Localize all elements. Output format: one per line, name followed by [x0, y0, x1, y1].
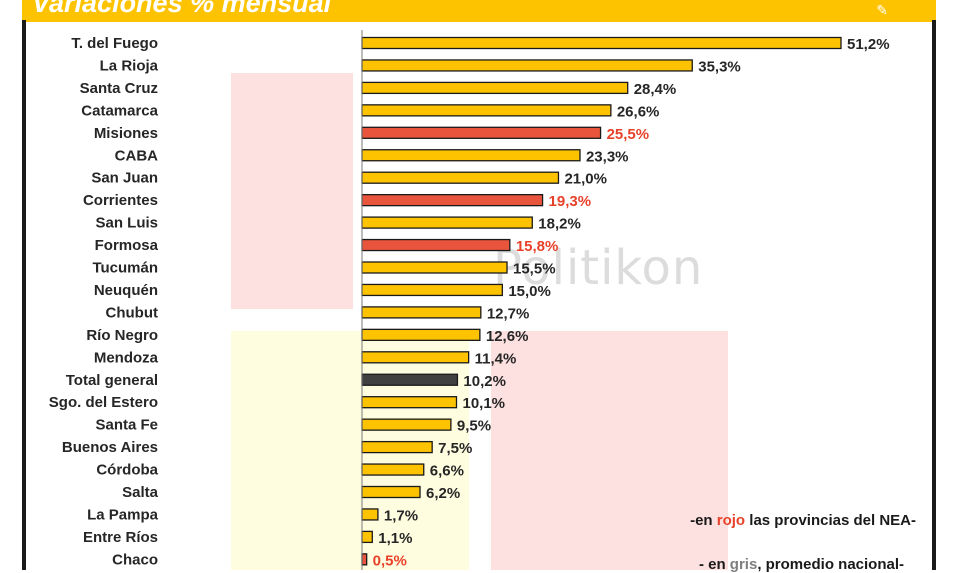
- frame-border-left: [22, 20, 26, 570]
- bar: [361, 553, 368, 566]
- category-label: Mendoza: [94, 349, 159, 366]
- category-label: Entre Ríos: [83, 529, 158, 546]
- data-label: 15,5%: [513, 261, 556, 278]
- category-label: Catamarca: [81, 102, 158, 119]
- category-label: Corrientes: [83, 192, 158, 209]
- bar: [361, 306, 482, 319]
- note-highlight-gray: gris: [729, 556, 758, 573]
- data-label: 11,4%: [475, 350, 517, 367]
- category-label: Salta: [122, 484, 159, 501]
- data-label: 10,2%: [463, 373, 506, 390]
- bar: [361, 81, 629, 95]
- data-label: 6,6%: [430, 463, 464, 480]
- data-label: 51,2%: [847, 36, 890, 53]
- category-label: San Juan: [91, 170, 158, 187]
- data-label: 35,3%: [698, 58, 741, 75]
- bar: [361, 396, 458, 409]
- category-label: Buenos Aires: [62, 439, 158, 456]
- data-label: 19,3%: [549, 193, 592, 210]
- category-label: Neuquén: [94, 282, 158, 299]
- data-label: 6,2%: [426, 485, 460, 502]
- map-icon: ✎: [876, 2, 888, 18]
- data-label: 15,0%: [508, 283, 551, 300]
- note-text: las provincias del NEA-: [745, 512, 916, 529]
- watermark-block: [491, 331, 728, 570]
- bar: [361, 261, 508, 274]
- legend-note-national: - en gris, promedio nacional-: [699, 556, 904, 573]
- data-label: 10,1%: [462, 395, 505, 412]
- data-label: 18,2%: [538, 216, 581, 233]
- bar: [361, 126, 602, 139]
- bar: [361, 149, 581, 162]
- data-label: 1,1%: [378, 530, 412, 547]
- data-label: 28,4%: [634, 81, 677, 98]
- data-label: 21,0%: [564, 171, 607, 188]
- bar: [361, 193, 544, 207]
- category-label: Chubut: [106, 304, 158, 321]
- bar: [361, 351, 470, 364]
- category-label: Misiones: [94, 125, 158, 142]
- legend-note-nea: -en rojo las provincias del NEA-: [690, 512, 916, 529]
- note-text: , promedio nacional-: [757, 556, 904, 573]
- category-label: Córdoba: [96, 462, 158, 479]
- bar: [361, 36, 842, 50]
- note-text: - en: [698, 556, 730, 573]
- category-label: Río Negro: [86, 327, 158, 344]
- category-label: Santa Cruz: [80, 80, 158, 97]
- header-band: Variaciones % mensual ✎: [22, 0, 936, 22]
- data-label: 7,5%: [438, 440, 472, 457]
- bar: [361, 508, 379, 521]
- bar: [361, 530, 373, 544]
- bar: [361, 283, 503, 297]
- data-label: 25,5%: [607, 126, 650, 143]
- bar: [361, 418, 452, 431]
- category-label: Sgo. del Estero: [49, 394, 158, 411]
- category-label: Tucumán: [92, 260, 158, 277]
- category-label: La Rioja: [100, 57, 159, 74]
- category-label: Total general: [66, 372, 158, 389]
- category-label: La Pampa: [87, 506, 159, 523]
- data-label: 0,5%: [373, 552, 407, 569]
- bar: [361, 59, 693, 72]
- watermark-text: Politikon: [493, 240, 704, 296]
- bar: [361, 373, 459, 386]
- category-label: T. del Fuego: [71, 35, 158, 52]
- data-label: 1,7%: [384, 507, 418, 524]
- data-label: 15,8%: [516, 238, 559, 255]
- chart-title: Variaciones % mensual: [32, 0, 332, 18]
- category-label: CABA: [115, 147, 158, 164]
- frame-border-right: [932, 20, 936, 570]
- category-label: Chaco: [112, 551, 158, 568]
- bar: [361, 216, 533, 229]
- data-label: 12,6%: [486, 328, 529, 345]
- category-label: Santa Fe: [95, 417, 158, 434]
- bar: [361, 440, 433, 454]
- data-label: 26,6%: [617, 103, 660, 120]
- note-highlight-red: rojo: [716, 512, 746, 529]
- data-label: 12,7%: [487, 305, 530, 322]
- data-label: 23,3%: [586, 148, 629, 165]
- bar: [361, 485, 421, 499]
- data-label: 9,5%: [457, 418, 491, 435]
- bar: [361, 238, 511, 252]
- bar: [361, 171, 560, 184]
- watermark-block: [231, 73, 353, 309]
- bar: [361, 463, 425, 476]
- category-label: San Luis: [95, 215, 158, 232]
- bar: [361, 328, 481, 342]
- bar: [361, 104, 612, 117]
- note-text: -en: [690, 512, 717, 529]
- category-label: Formosa: [95, 237, 159, 254]
